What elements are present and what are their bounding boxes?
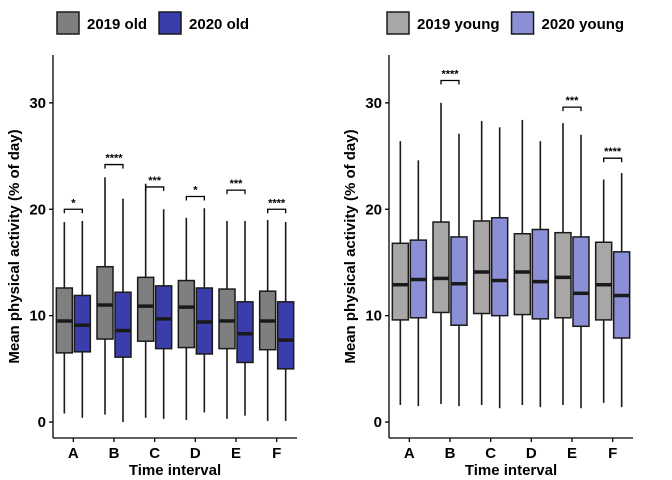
x-tick-label: B (445, 445, 456, 462)
significance-bracket (104, 163, 124, 169)
box-body (218, 288, 236, 350)
box-A-2020-young (409, 160, 428, 407)
box-body (594, 241, 613, 321)
box-B-2019-old (96, 177, 114, 415)
legend-item-2020-young: 2020 young (510, 11, 625, 35)
box-F-2020-old (276, 222, 295, 421)
box-body (432, 221, 450, 314)
legend-label: 2020 old (189, 16, 249, 33)
x-tick-label: B (109, 445, 120, 462)
box-E-2020-old (236, 220, 254, 416)
box-body (531, 228, 550, 320)
x-tick-label: E (231, 445, 241, 462)
box-D-2020-old (195, 208, 214, 413)
box-body (490, 217, 509, 317)
x-tick-label: E (567, 445, 577, 462)
legend-label: 2019 young (417, 16, 500, 33)
box-body (513, 232, 532, 316)
box-B-2020-young (450, 133, 468, 407)
y-tick-label: 0 (374, 414, 382, 431)
box-body (276, 301, 295, 370)
x-tick-label: C (485, 445, 496, 462)
box-body (96, 265, 114, 340)
x-tick-label: D (190, 445, 201, 462)
box-D-2019-young (513, 119, 532, 406)
significance-label: **** (105, 153, 123, 165)
box-A-2019-old (55, 222, 74, 414)
box-C-2020-young (490, 127, 509, 409)
box-body (114, 291, 132, 358)
y-axis-title: Mean physical activity (% of day) (6, 129, 23, 363)
box-A-2019-young (391, 141, 410, 406)
box-F-2019-young (594, 179, 613, 403)
significance-label: **** (441, 69, 459, 81)
box-C-2019-young (472, 120, 491, 406)
box-body (472, 220, 491, 315)
box-body (572, 236, 590, 328)
panel-young: 0 10 20 30 A B C D E F Time interval Mean physical … (342, 11, 633, 479)
significance-bracket (145, 186, 165, 191)
box-body (554, 231, 572, 319)
legend-label: 2020 young (542, 16, 625, 33)
x-tick-label: F (272, 445, 281, 462)
box-B-2019-young (432, 102, 450, 404)
y-tick-label: 30 (365, 95, 382, 112)
legend-swatch (158, 11, 182, 35)
legend-item-2019-young: 2019 young (386, 11, 500, 35)
y-tick-label: 30 (29, 95, 46, 112)
box-body (391, 242, 410, 321)
significance-label: *** (148, 175, 162, 187)
y-tick-label: 10 (365, 308, 382, 325)
box-B-2020-old (114, 198, 132, 423)
x-tick-label: C (149, 445, 160, 462)
box-F-2019-old (258, 219, 277, 421)
x-tick-label: D (526, 445, 537, 462)
significance-bracket (562, 106, 582, 112)
panel-old: 0 10 20 30 A B C D E F Time interval Mean physical … (6, 11, 297, 479)
legend-label: 2019 old (87, 16, 147, 33)
box-D-2019-old (177, 217, 196, 420)
box-E-2019-old (218, 220, 236, 419)
significance-label: *** (566, 95, 580, 107)
significance-label: **** (268, 197, 286, 209)
box-body (177, 279, 196, 349)
significance-bracket (440, 79, 460, 85)
box-E-2019-young (554, 123, 572, 406)
box-body (136, 276, 155, 342)
legend-item-2020-old: 2020 old (158, 11, 249, 35)
legend-swatch (56, 11, 80, 35)
legend-swatch (510, 11, 535, 35)
significance-label: *** (230, 178, 244, 190)
y-tick-label: 10 (29, 308, 46, 325)
box-D-2020-young (531, 141, 550, 408)
y-tick-label: 20 (29, 201, 46, 218)
y-tick-label: 20 (365, 201, 382, 218)
significance-bracket (185, 195, 205, 201)
box-C-2020-old (154, 209, 173, 419)
x-axis-title: Time interval (465, 462, 557, 479)
box-F-2020-young (612, 173, 631, 408)
legend-swatch (386, 11, 410, 35)
significance-label: * (71, 197, 76, 209)
x-tick-label: F (608, 445, 617, 462)
significance-bracket (63, 208, 83, 214)
significance-label: * (193, 184, 198, 196)
significance-label: **** (604, 146, 622, 158)
box-A-2020-old (73, 220, 92, 418)
y-tick-label: 0 (38, 414, 46, 431)
significance-bracket (267, 208, 287, 214)
box-body (450, 236, 468, 326)
legend-item-2019-old: 2019 old (56, 11, 147, 35)
x-axis-title: Time interval (129, 462, 221, 479)
y-axis-title: Mean physical activity (% of day) (342, 129, 359, 363)
box-C-2019-old (136, 183, 155, 418)
x-tick-label: A (68, 445, 79, 462)
significance-bracket (226, 189, 246, 195)
x-tick-label: A (404, 445, 415, 462)
box-E-2020-young (572, 134, 590, 409)
significance-bracket (603, 157, 623, 163)
